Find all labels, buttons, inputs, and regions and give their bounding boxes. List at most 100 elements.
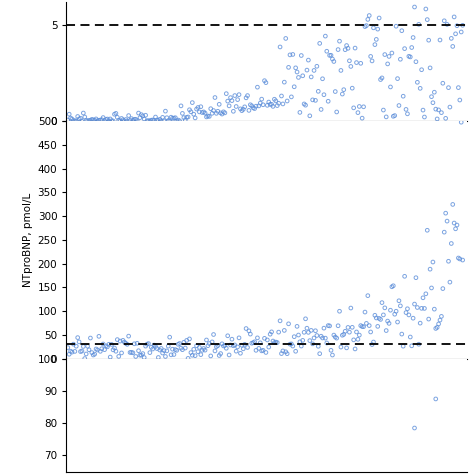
Point: [112, 109, 120, 117]
Point: [324, 98, 332, 105]
Point: [426, 265, 434, 273]
Point: [306, 112, 314, 119]
Point: [443, 217, 451, 225]
Point: [225, 351, 233, 359]
Point: [353, 328, 360, 336]
Point: [320, 324, 328, 332]
Point: [225, 102, 233, 109]
Point: [109, 346, 117, 354]
Point: [156, 346, 164, 354]
Point: [301, 328, 308, 336]
Point: [404, 110, 411, 118]
Point: [346, 57, 353, 64]
Point: [394, 75, 401, 82]
Point: [281, 327, 288, 334]
Point: [429, 99, 437, 107]
Point: [314, 343, 322, 350]
Point: [447, 35, 455, 42]
Point: [407, 333, 414, 341]
Point: [459, 21, 466, 29]
Point: [381, 304, 389, 311]
Point: [350, 104, 357, 112]
Point: [419, 106, 427, 114]
Point: [136, 351, 144, 359]
Point: [254, 334, 261, 342]
Point: [137, 111, 145, 118]
Point: [176, 117, 183, 125]
Point: [336, 37, 343, 45]
Point: [108, 341, 116, 348]
Point: [187, 349, 195, 356]
Point: [432, 325, 439, 332]
Point: [217, 109, 224, 117]
Point: [189, 351, 196, 359]
Point: [105, 117, 113, 125]
Point: [338, 90, 346, 98]
Point: [390, 282, 397, 290]
Point: [237, 105, 244, 113]
Point: [172, 114, 179, 121]
Point: [405, 311, 413, 319]
Point: [160, 117, 168, 125]
Point: [402, 309, 410, 316]
Point: [142, 111, 149, 119]
Point: [182, 116, 189, 124]
Point: [87, 334, 94, 342]
Point: [360, 103, 367, 110]
Point: [426, 64, 434, 72]
Point: [397, 302, 404, 310]
Point: [203, 336, 210, 344]
Point: [77, 115, 84, 122]
Point: [100, 340, 107, 348]
Point: [219, 108, 227, 116]
Point: [177, 102, 185, 109]
Point: [116, 117, 124, 125]
Point: [227, 94, 234, 101]
Point: [358, 114, 366, 122]
Point: [258, 347, 265, 355]
Point: [418, 66, 425, 73]
Point: [214, 342, 221, 349]
Point: [273, 102, 281, 109]
Point: [433, 324, 441, 331]
Point: [401, 273, 409, 280]
Point: [418, 304, 425, 312]
Point: [87, 117, 94, 124]
Point: [370, 24, 377, 32]
Point: [430, 89, 438, 96]
Point: [231, 92, 238, 100]
Point: [453, 22, 461, 29]
Point: [252, 102, 260, 110]
Point: [143, 340, 151, 348]
Point: [256, 99, 264, 107]
Point: [305, 328, 312, 336]
Point: [129, 349, 137, 356]
Point: [229, 342, 237, 349]
Point: [180, 114, 188, 121]
Point: [125, 332, 132, 340]
Point: [279, 100, 287, 108]
Point: [316, 40, 323, 47]
Point: [209, 338, 216, 346]
Point: [235, 334, 243, 342]
Point: [330, 58, 337, 65]
Point: [213, 109, 220, 117]
Point: [298, 52, 305, 59]
Point: [137, 351, 145, 359]
Point: [120, 117, 128, 125]
Point: [423, 227, 431, 234]
Point: [245, 327, 253, 335]
Point: [301, 100, 308, 108]
Point: [302, 315, 310, 323]
Point: [272, 97, 280, 105]
Point: [363, 22, 370, 29]
Point: [292, 64, 300, 72]
Point: [111, 344, 118, 352]
Point: [380, 311, 387, 319]
Point: [446, 278, 454, 286]
Point: [407, 53, 414, 61]
Point: [455, 84, 462, 91]
Point: [354, 109, 362, 117]
Point: [271, 95, 278, 103]
Point: [82, 117, 90, 124]
